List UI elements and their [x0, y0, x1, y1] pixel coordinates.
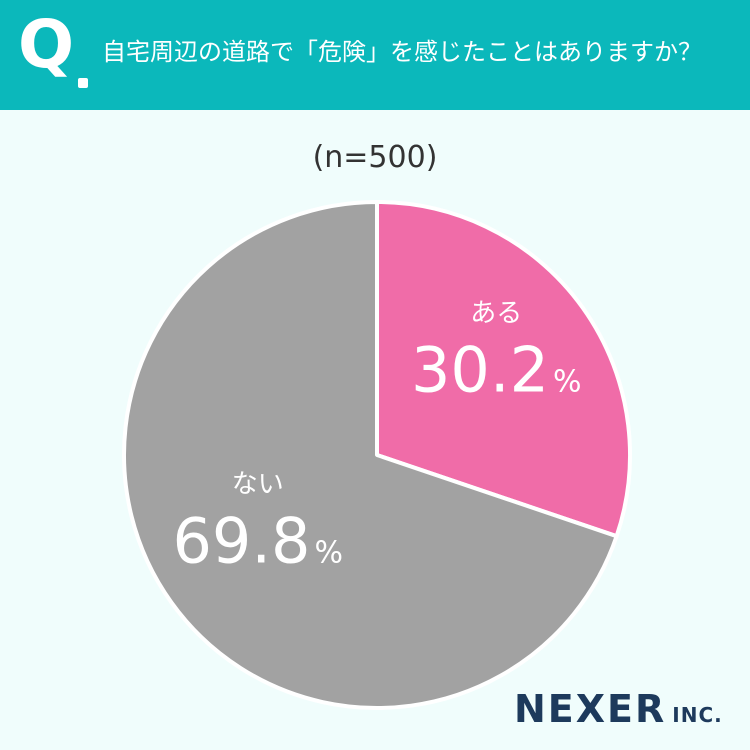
sample-size-label: (n=500): [312, 140, 438, 175]
q-dot-icon: [78, 78, 88, 88]
pie-slice-2: [122, 200, 619, 710]
brand-logo: NEXER INC.: [514, 690, 723, 728]
pie-slice-1: [375, 200, 632, 539]
question-text: 自宅周辺の道路で「危険」を感じたことはありますか？: [102, 38, 702, 66]
brand-name: NEXER: [514, 687, 667, 731]
question-header: Q 自宅周辺の道路で「危険」を感じたことはありますか？: [0, 0, 750, 110]
pie-category-label-2: ない: [232, 470, 284, 500]
pie-category-label-1: ある: [470, 298, 522, 328]
brand-suffix: INC.: [672, 703, 723, 727]
pie-value-label-2: 69.8%: [172, 505, 343, 578]
q-label: Q: [18, 6, 75, 83]
pie-value-label-1: 30.2%: [411, 333, 582, 406]
